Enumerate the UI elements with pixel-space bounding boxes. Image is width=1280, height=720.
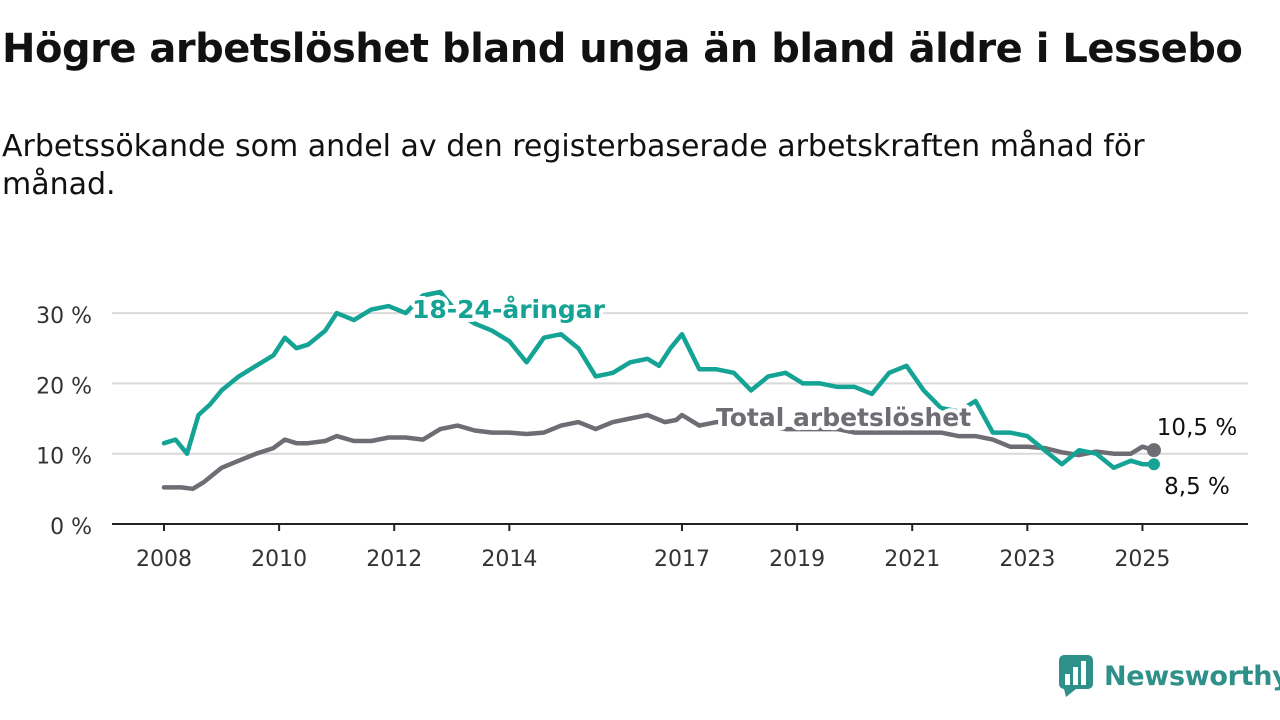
- line-chart: 0 % 10 % 20 % 30 % 2008 2010 2012 2014 2017 2019…: [36, 289, 1248, 572]
- x-axis: 2008 2010 2012 2014 2017 2019 2021 2023 2025: [112, 523, 1248, 572]
- series-line-unga: [161, 289, 1157, 471]
- bar-chart-logo-icon: [1059, 655, 1093, 697]
- x-tick-label: 2025: [1114, 547, 1170, 572]
- x-tick-label: 2019: [769, 547, 825, 572]
- brand-logo: Newsworthy: [1058, 654, 1280, 698]
- y-axis-tick-labels: 0 % 10 % 20 % 30 %: [36, 304, 92, 540]
- series-labels: 18-24-åringar Total arbetslöshet 10,5 % 8,5…: [408, 291, 1237, 500]
- x-tick-label: 2017: [654, 547, 710, 572]
- x-tick-label: 2010: [251, 547, 307, 572]
- series-lines: [161, 289, 1157, 492]
- end-value-unga: 8,5 %: [1164, 474, 1230, 500]
- x-tick-label: 2012: [366, 547, 422, 572]
- x-tick-label: 2021: [884, 547, 940, 572]
- y-tick-label: 0 %: [50, 515, 92, 540]
- brand-name: Newsworthy: [1104, 660, 1280, 692]
- series-label-unga: 18-24-åringar: [412, 295, 606, 324]
- end-marker-total: [1146, 443, 1161, 458]
- end-marker-unga: [1147, 458, 1160, 471]
- y-tick-label: 30 %: [36, 304, 92, 329]
- end-value-total: 10,5 %: [1157, 415, 1237, 441]
- x-tick-label: 2014: [481, 547, 537, 572]
- series-line-total: [161, 412, 1157, 492]
- x-tick-label: 2008: [136, 547, 192, 572]
- x-tick-label: 2023: [999, 547, 1055, 572]
- y-tick-label: 10 %: [36, 445, 92, 470]
- chart-subtitle: Arbetssökande som andel av den registerb…: [2, 129, 1145, 202]
- series-label-total: Total arbetslöshet: [716, 403, 971, 432]
- chart-title: Högre arbetslöshet bland unga än bland ä…: [2, 26, 1243, 72]
- y-tick-label: 20 %: [36, 374, 92, 399]
